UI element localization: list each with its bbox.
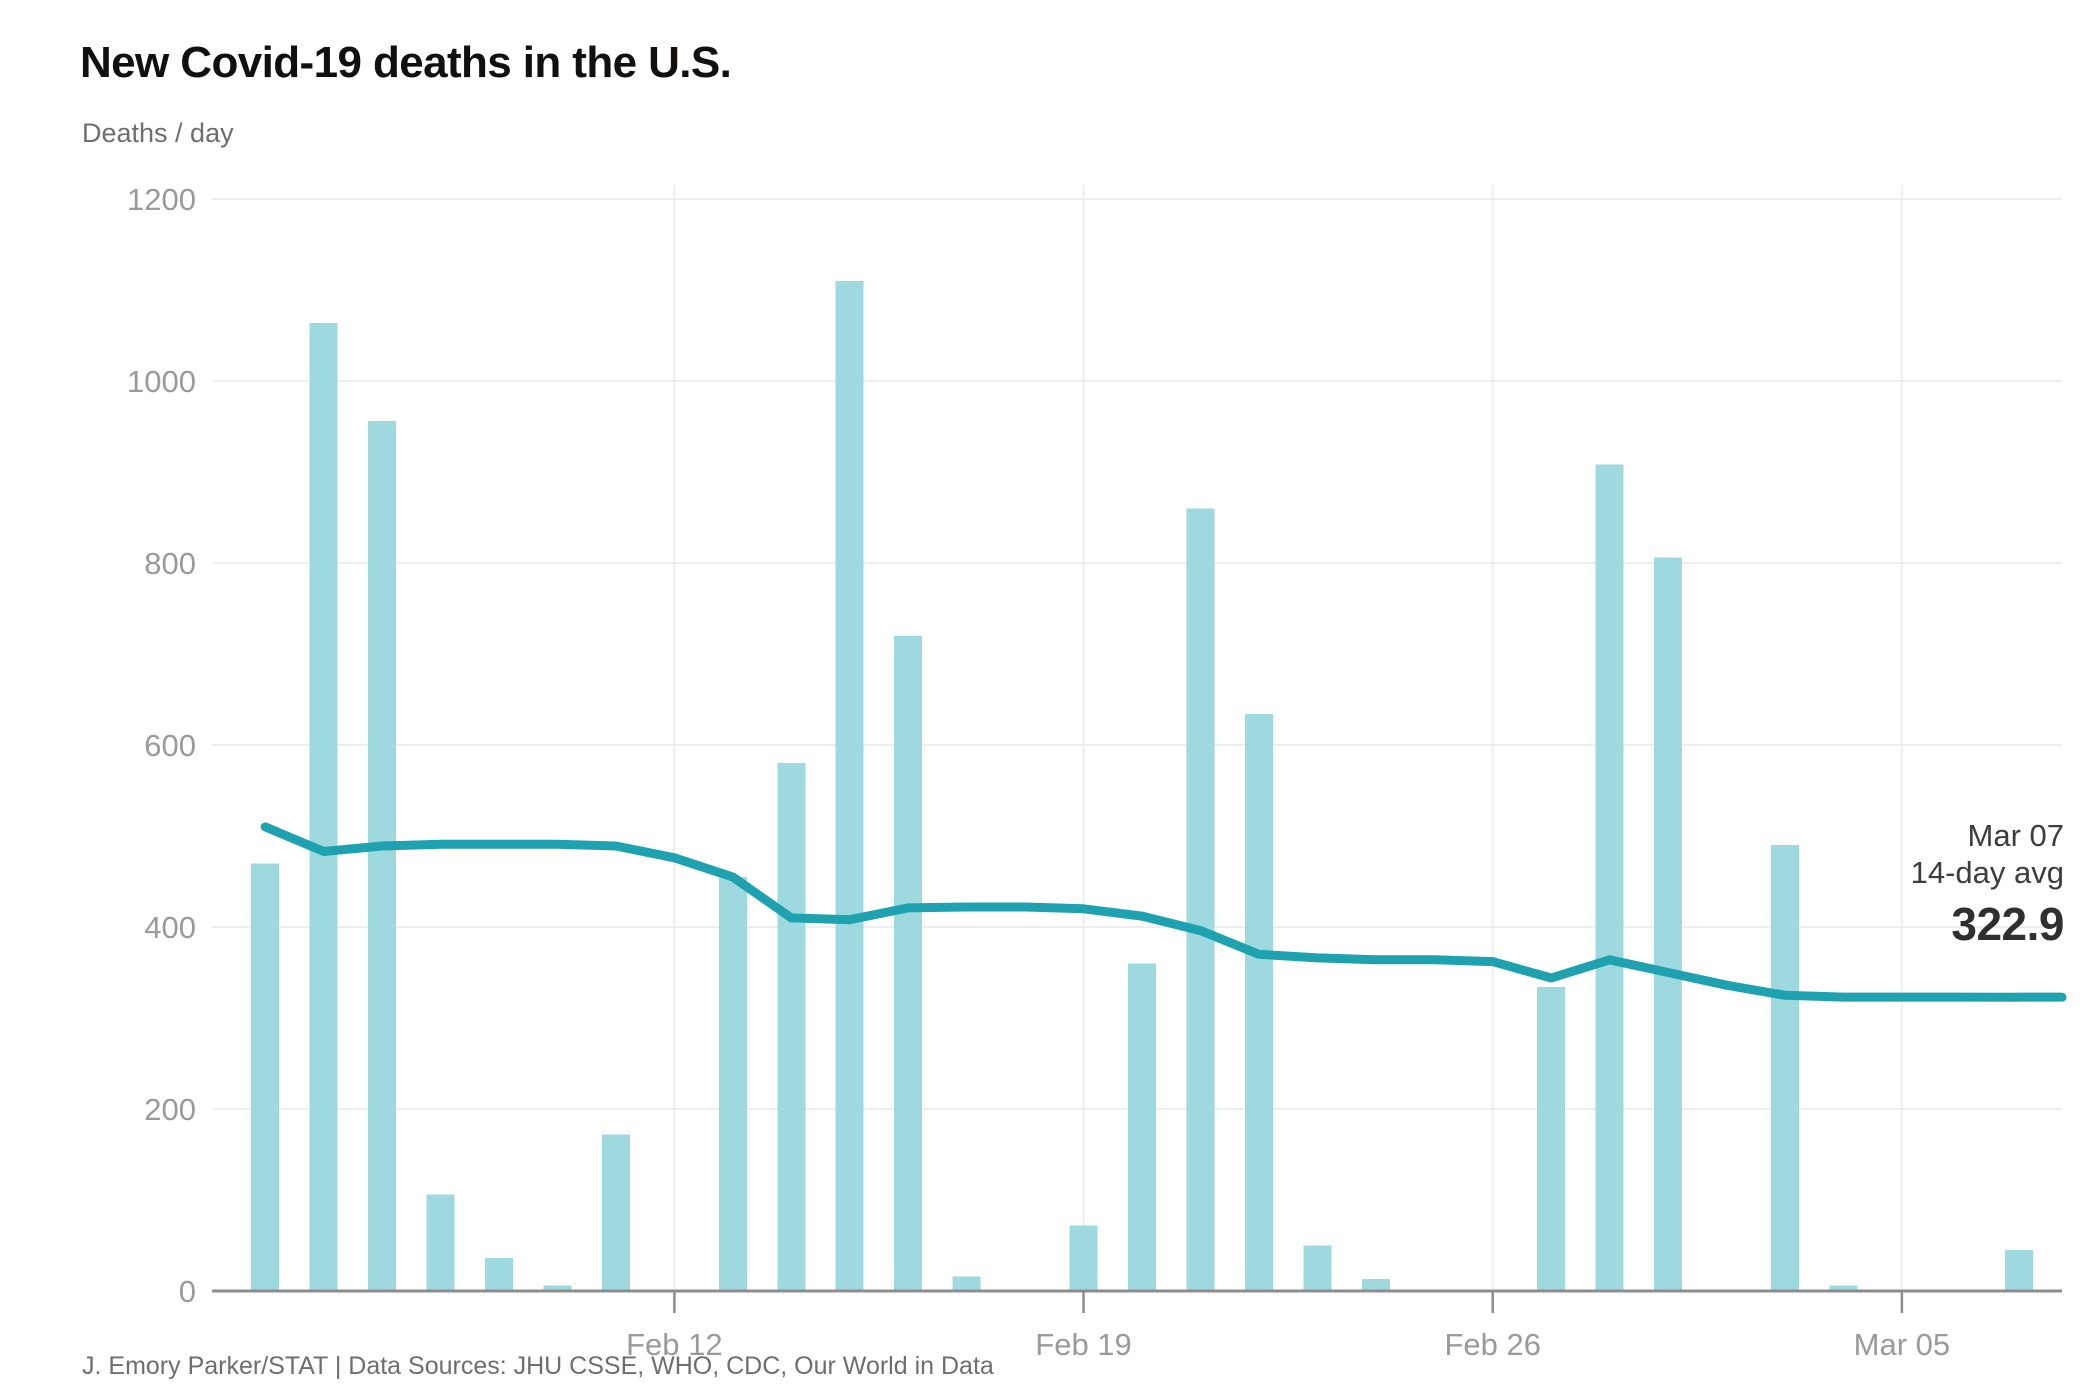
chart-subtitle: Deaths / day xyxy=(82,118,234,148)
bar xyxy=(777,763,806,1291)
y-axis-tick-label: 1000 xyxy=(127,364,196,399)
y-axis-tick-label: 400 xyxy=(144,910,196,945)
y-axis-tick-label: 600 xyxy=(144,728,196,763)
bar xyxy=(1069,1225,1098,1291)
bar xyxy=(309,322,338,1291)
x-axis-tick-label: Feb 19 xyxy=(1035,1327,1132,1362)
bar xyxy=(1128,963,1156,1291)
bar xyxy=(426,1194,455,1291)
bar xyxy=(2004,1250,2033,1291)
bar xyxy=(1770,845,1799,1291)
bar xyxy=(1361,1279,1390,1291)
bar xyxy=(368,421,397,1291)
x-axis-tick-label: Mar 05 xyxy=(1854,1327,1950,1362)
moving-average-line xyxy=(260,822,2024,1002)
bar xyxy=(1303,1245,1332,1291)
bar xyxy=(835,280,864,1291)
bar xyxy=(1244,714,1273,1291)
y-axis-tick-labels: 0 200 400 600 800 1000 1200 xyxy=(127,182,196,1309)
y-axis-tick-label: 200 xyxy=(144,1092,196,1127)
average-line-series xyxy=(260,822,2067,1002)
bar xyxy=(952,1276,981,1291)
axis-lines xyxy=(212,1289,2062,1313)
bar xyxy=(251,863,280,1291)
y-axis-tick-label: 0 xyxy=(179,1274,196,1309)
page-title: New Covid-19 deaths in the U.S. xyxy=(80,38,732,87)
bar xyxy=(601,1134,630,1291)
vertical-gridlines xyxy=(673,185,1903,1291)
bar xyxy=(543,1285,572,1291)
bar xyxy=(894,635,923,1291)
bar xyxy=(1829,1285,1858,1291)
source-credit: J. Emory Parker/STAT | Data Sources: JHU… xyxy=(82,1352,994,1380)
bar xyxy=(1595,464,1624,1292)
bar xyxy=(485,1258,514,1291)
bar xyxy=(1186,508,1215,1291)
x-axis-tick-labels: Feb 12 Feb 19 Feb 26 Mar 05 xyxy=(626,1327,1950,1362)
y-axis-tick-label: 800 xyxy=(144,546,196,581)
x-axis-tick-label: Feb 26 xyxy=(1444,1327,1541,1362)
bar-series xyxy=(251,280,2033,1292)
bar xyxy=(1654,557,1683,1291)
bar xyxy=(718,876,747,1291)
bar xyxy=(1537,987,1566,1291)
x-axis-tick-label: Feb 12 xyxy=(626,1327,723,1362)
y-axis-tick-label: 1200 xyxy=(127,182,196,217)
